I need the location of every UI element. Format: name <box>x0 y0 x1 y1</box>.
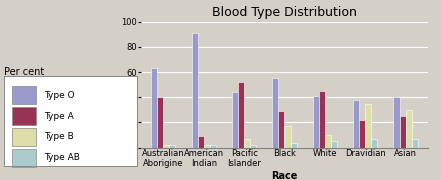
Bar <box>313 96 319 148</box>
Text: Type B: Type B <box>44 132 74 141</box>
Bar <box>210 145 216 148</box>
Bar <box>278 111 284 148</box>
Bar <box>191 33 198 148</box>
Text: Type AB: Type AB <box>44 153 80 162</box>
FancyBboxPatch shape <box>12 128 36 146</box>
Bar <box>359 120 365 148</box>
Bar <box>151 68 157 148</box>
Bar <box>406 110 411 148</box>
Bar <box>163 145 169 148</box>
Title: Blood Type Distribution: Blood Type Distribution <box>212 6 357 19</box>
Bar <box>325 135 331 148</box>
Bar <box>198 136 204 148</box>
Bar <box>244 139 250 148</box>
Bar <box>169 145 176 148</box>
Text: Per cent: Per cent <box>4 67 45 77</box>
Bar <box>284 126 291 148</box>
X-axis label: Race: Race <box>271 171 298 180</box>
Bar <box>353 100 359 148</box>
Bar <box>238 82 244 148</box>
Bar <box>204 145 210 148</box>
Bar <box>157 97 163 148</box>
Bar <box>319 91 325 148</box>
FancyBboxPatch shape <box>12 86 36 104</box>
FancyBboxPatch shape <box>12 107 36 125</box>
Bar <box>393 97 400 148</box>
Bar <box>365 103 371 148</box>
Bar <box>291 143 296 148</box>
Bar <box>232 92 238 148</box>
Bar <box>250 145 256 148</box>
Bar <box>273 78 278 148</box>
FancyBboxPatch shape <box>12 148 36 166</box>
Bar <box>411 139 418 148</box>
Bar <box>331 141 337 148</box>
Bar <box>400 116 406 148</box>
Text: Type A: Type A <box>44 112 74 121</box>
Text: Type O: Type O <box>44 91 75 100</box>
Bar <box>371 139 377 148</box>
